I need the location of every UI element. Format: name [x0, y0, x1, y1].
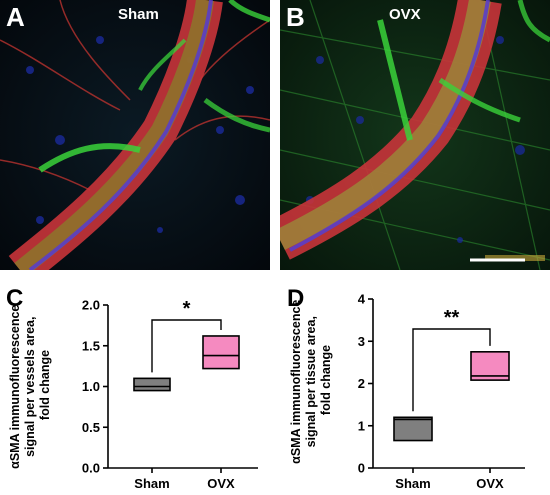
y-tick-label: 2: [358, 376, 365, 391]
significance-marker: **: [444, 307, 460, 329]
y-tick-label: 0: [358, 461, 365, 476]
chart-c: C αSMA immunofluorescence signal per ves…: [0, 285, 275, 495]
significance-bracket: [151, 319, 222, 373]
x-tick-label: Sham: [395, 476, 430, 491]
chart-d-svg: αSMA immunofluorescence signal per tissu…: [289, 292, 525, 491]
panel-letter-a: A: [6, 2, 25, 32]
box-sham: [393, 416, 433, 442]
panel-letter-d: D: [287, 285, 305, 312]
x-tick-label: OVX: [476, 476, 504, 491]
y-tick-label: 2.0: [82, 298, 100, 313]
chart-d: D αSMA immunofluorescence signal per tis…: [275, 285, 550, 495]
y-axis-label-line1: αSMA immunofluorescence: [289, 300, 303, 464]
significance-marker: *: [183, 298, 191, 320]
y-tick-label: 1.0: [82, 379, 100, 394]
panel-letter-c: C: [6, 285, 24, 312]
panel-letter-b: B: [286, 2, 305, 32]
y-axis-label: αSMA immunofluorescence signal per vesse…: [8, 301, 52, 469]
y-axis-label-line2: signal per vessels area,: [23, 317, 37, 457]
y-axis-label: αSMA immunofluorescence signal per tissu…: [289, 296, 333, 464]
y-axis-label-line3: fold change: [319, 345, 333, 415]
y-tick-label: 1.5: [82, 338, 100, 353]
x-tick-label: OVX: [207, 476, 235, 491]
micrograph-sham: A Sham: [0, 0, 270, 270]
micrograph-ovx-image: [280, 0, 550, 270]
x-tick-label: Sham: [134, 476, 169, 491]
micrograph-sham-image: [0, 0, 270, 270]
box-ovx: [202, 335, 240, 370]
significance-bracket: [412, 328, 491, 412]
y-tick-label: 4: [358, 292, 366, 307]
y-axis-label-line2: signal per tissue area,: [304, 316, 318, 447]
y-tick-label: 1: [358, 418, 365, 433]
y-tick-label: 0.0: [82, 461, 100, 476]
y-axis-label-line1: αSMA immunofluorescence: [8, 305, 22, 469]
y-axis-label-line3: fold change: [38, 350, 52, 420]
condition-label-sham: Sham: [118, 6, 159, 23]
micrograph-ovx: B OVX: [280, 0, 550, 270]
condition-label-ovx: OVX: [389, 6, 421, 23]
y-tick-label: 3: [358, 334, 365, 349]
y-tick-label: 0.5: [82, 420, 100, 435]
box-sham: [133, 377, 171, 392]
chart-c-svg: αSMA immunofluorescence signal per vesse…: [8, 298, 258, 491]
